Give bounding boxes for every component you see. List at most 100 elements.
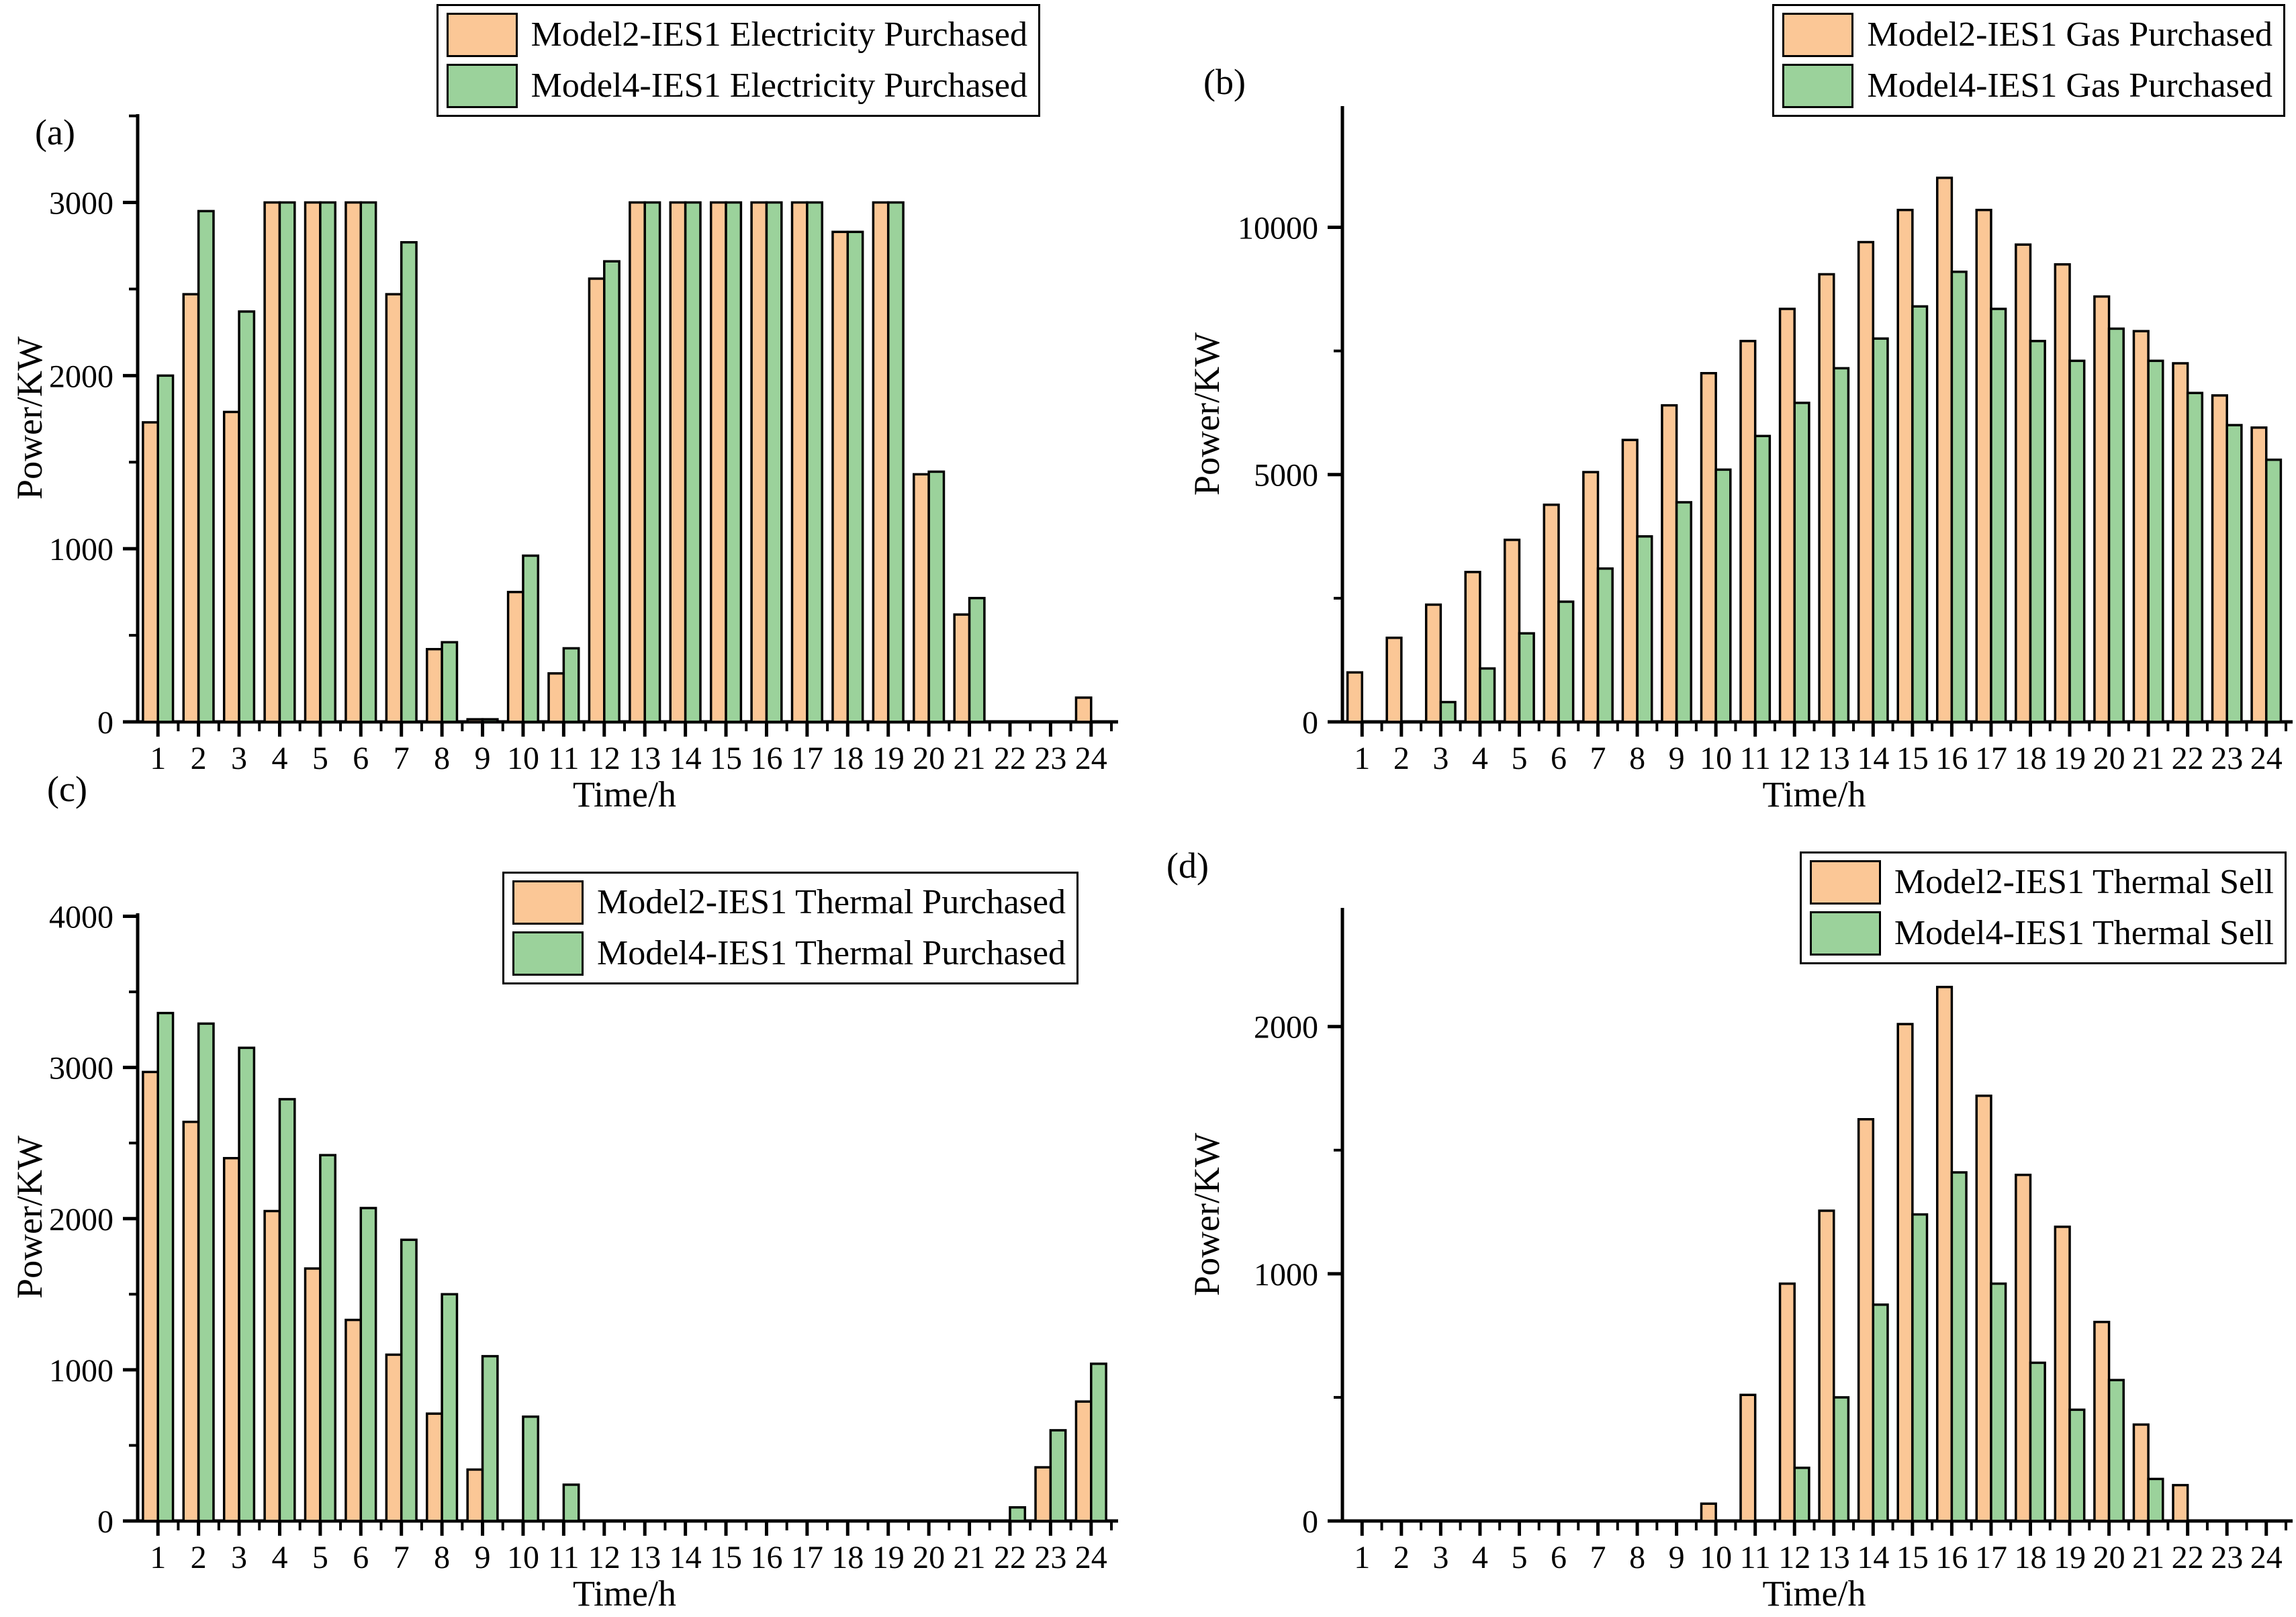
- bar-model4-h13: [643, 201, 661, 723]
- bar-model4-h19: [2068, 1408, 2086, 1522]
- svg-text:14: 14: [670, 741, 702, 776]
- bar-model2-h19: [872, 201, 890, 723]
- svg-text:17: 17: [1975, 1540, 2007, 1575]
- svg-text:11: 11: [548, 1540, 579, 1575]
- svg-text:22: 22: [994, 1540, 1026, 1575]
- svg-text:2: 2: [191, 1540, 207, 1575]
- bar-model2-h24: [1074, 696, 1093, 723]
- bar-model2-h2: [182, 293, 200, 723]
- svg-text:15: 15: [710, 1540, 742, 1575]
- svg-text:1: 1: [150, 741, 166, 776]
- y-axis-title: Power/KW: [9, 1136, 50, 1299]
- bar-model2-h23: [1034, 1466, 1052, 1522]
- bars-model2: [1700, 986, 2189, 1522]
- svg-text:3: 3: [231, 1540, 247, 1575]
- svg-text:20: 20: [913, 1540, 945, 1575]
- bar-model4-h3: [238, 1046, 256, 1522]
- svg-text:2000: 2000: [49, 1202, 113, 1238]
- svg-text:1: 1: [150, 1540, 166, 1575]
- svg-text:15: 15: [1896, 741, 1929, 776]
- bar-model2-h9: [1661, 404, 1678, 723]
- bar-model2-h14: [669, 201, 687, 723]
- panel-label-d: (d): [1166, 845, 1209, 886]
- bar-model2-h22: [2172, 362, 2189, 723]
- svg-text:14: 14: [670, 1540, 702, 1575]
- svg-text:0: 0: [97, 705, 113, 741]
- svg-text:2: 2: [191, 741, 207, 776]
- svg-text:5: 5: [312, 1540, 328, 1575]
- svg-text:19: 19: [872, 741, 905, 776]
- svg-text:7: 7: [394, 741, 410, 776]
- bar-model2-h7: [385, 293, 403, 723]
- bar-model2-h19: [2054, 1226, 2071, 1522]
- y-axis: 0 5000 10000: [1238, 106, 1344, 741]
- bar-model4-h15: [1911, 305, 1929, 723]
- svg-text:2: 2: [1393, 1540, 1410, 1575]
- svg-text:9: 9: [1669, 1540, 1685, 1575]
- legend-panel-b: Model2-IES1 Gas Purchased Model4-IES1 Ga…: [1772, 4, 2285, 117]
- bar-model4-h15: [725, 201, 743, 723]
- svg-text:23: 23: [1034, 1540, 1066, 1575]
- panel-label-a: (a): [35, 112, 75, 152]
- bar-model4-h5: [319, 1154, 336, 1522]
- svg-text:11: 11: [1740, 1540, 1771, 1575]
- bar-model4-h24: [2264, 458, 2283, 723]
- bar-model2-h11: [547, 672, 565, 723]
- bar-model2-h20: [2093, 1320, 2111, 1522]
- svg-text:21: 21: [2132, 741, 2164, 776]
- svg-text:4000: 4000: [49, 900, 113, 935]
- svg-text:13: 13: [629, 1540, 661, 1575]
- svg-text:7: 7: [394, 1540, 410, 1575]
- bar-model4-h9: [1675, 501, 1693, 723]
- bar-model4-h13: [1833, 1396, 1850, 1522]
- bar-model2-h9: [466, 718, 484, 723]
- bar-model2-h12: [1778, 1282, 1796, 1522]
- bar-model2-h16: [1935, 986, 1954, 1522]
- bar-model2-h8: [426, 1412, 443, 1522]
- legend-label-model2: Model2-IES1 Thermal Purchased: [597, 883, 1066, 922]
- bar-model2-h1: [142, 1070, 159, 1522]
- svg-text:24: 24: [1075, 741, 1107, 776]
- svg-text:10: 10: [507, 741, 539, 776]
- bar-model4-h9: [481, 718, 499, 723]
- svg-text:2: 2: [1393, 741, 1410, 776]
- bar-model4-h21: [2147, 359, 2164, 723]
- bar-model2-h17: [790, 201, 809, 723]
- panel-c-thermal-purchased: Model2-IES1 Thermal Purchased Model4-IES…: [0, 808, 1148, 1617]
- legend-label-model2: Model2-IES1 Gas Purchased: [1867, 15, 2272, 54]
- bar-model2-h21: [2132, 330, 2150, 723]
- legend-label-model4: Model4-IES1 Gas Purchased: [1867, 66, 2272, 105]
- svg-text:0: 0: [1302, 1504, 1318, 1540]
- bar-model4-h7: [400, 1238, 418, 1522]
- svg-text:23: 23: [1034, 741, 1066, 776]
- svg-text:4: 4: [1472, 741, 1488, 776]
- bar-model2-h10: [1700, 1502, 1717, 1522]
- bar-model2-h5: [304, 1267, 322, 1522]
- svg-text:9: 9: [1669, 741, 1685, 776]
- bar-model2-h13: [629, 201, 646, 723]
- bar-model4-h4: [1479, 667, 1496, 723]
- bars-model2: [142, 1070, 1093, 1522]
- svg-text:10: 10: [507, 1540, 539, 1575]
- bar-model4-h21: [968, 596, 986, 723]
- bar-model2-h16: [750, 201, 768, 723]
- bar-model2-h18: [831, 230, 849, 723]
- svg-text:1000: 1000: [49, 1353, 113, 1389]
- svg-text:3000: 3000: [49, 1051, 113, 1087]
- x-axis: 1 2 3 4 5 6 7 8 9 10 11 12 13 14 15 16 17 18 19 20 21 22 23 24: [1341, 1519, 2293, 1575]
- panel-a-electricity-purchased: Model2-IES1 Electricity Purchased Model4…: [0, 0, 1148, 815]
- bar-model2-h15: [709, 201, 727, 723]
- bar-model4-h5: [319, 201, 336, 723]
- bars-model4: [156, 201, 986, 723]
- bar-model4-h18: [2029, 1361, 2046, 1522]
- legend-row: Model2-IES1 Electricity Purchased: [446, 13, 1027, 57]
- bar-model2-h4: [263, 201, 281, 723]
- bar-model4-h2: [197, 210, 215, 723]
- svg-text:24: 24: [2250, 1540, 2283, 1575]
- bars-model4: [156, 1011, 1107, 1522]
- legend-row: Model2-IES1 Thermal Purchased: [512, 880, 1066, 925]
- x-axis-title: Time/h: [573, 1573, 676, 1614]
- bar-model4-h14: [684, 201, 702, 723]
- bar-model2-h15: [1896, 208, 1914, 723]
